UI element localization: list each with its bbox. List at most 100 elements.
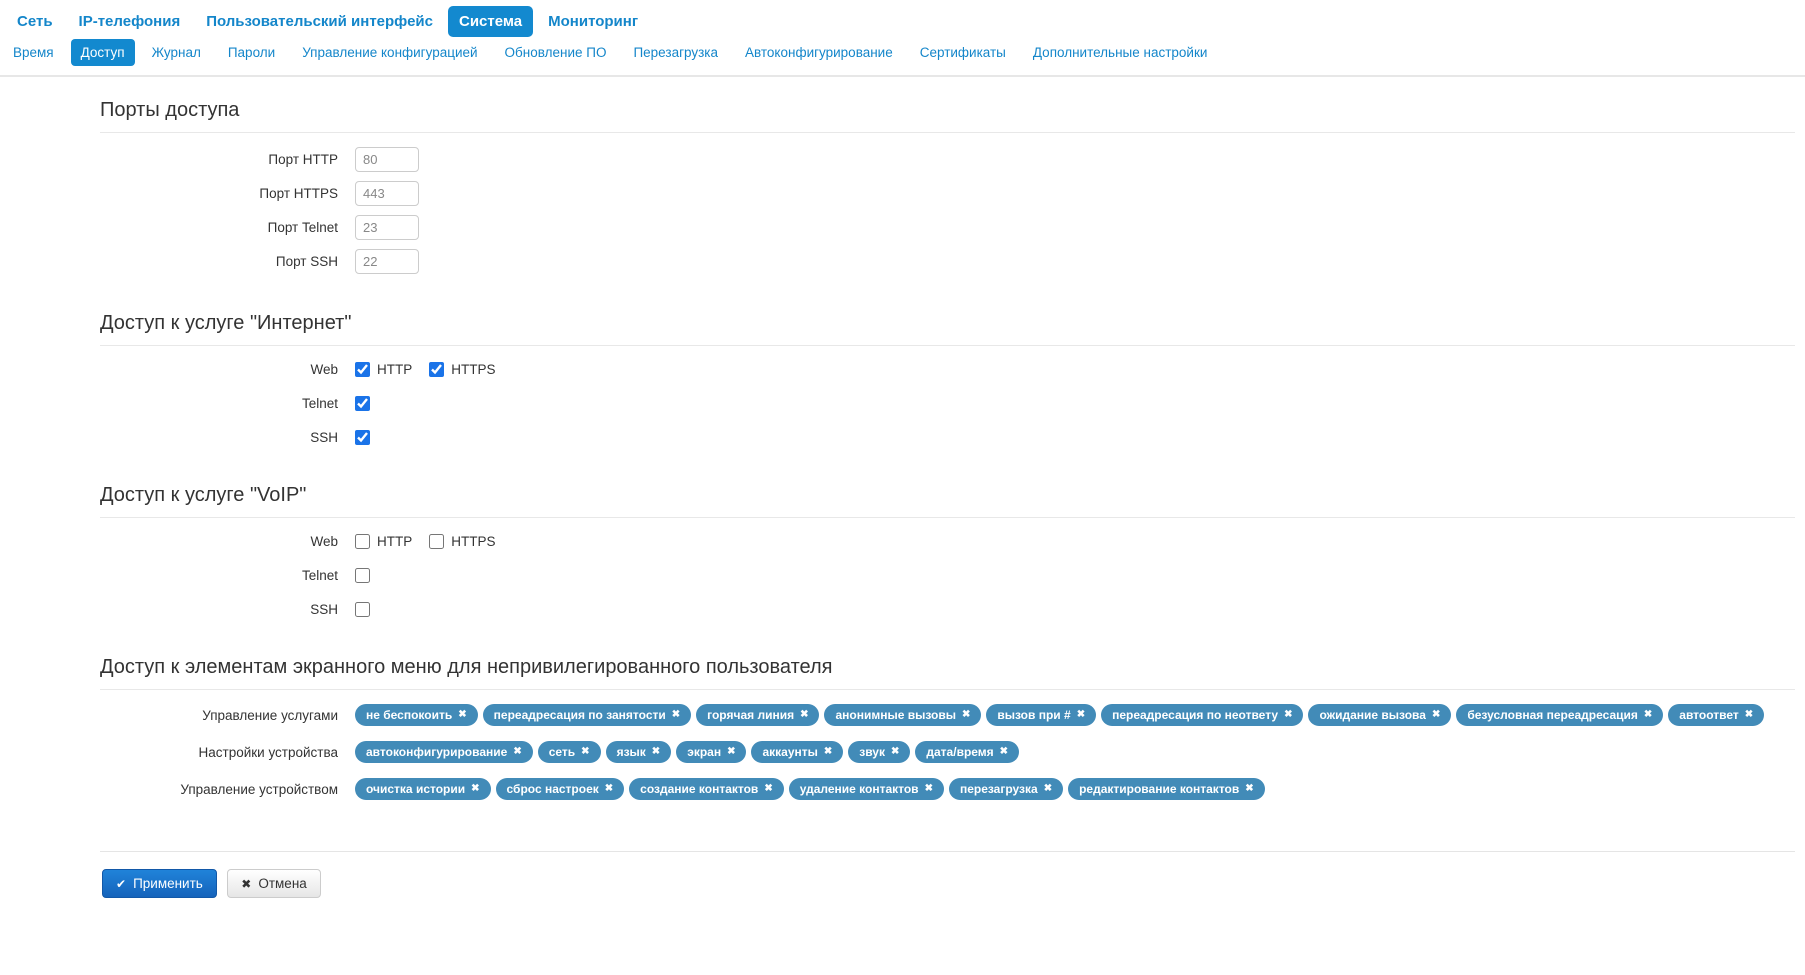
tag-label: не беспокоить: [366, 708, 453, 722]
tab-access[interactable]: Доступ: [70, 39, 135, 66]
field-label: Управление услугами: [202, 708, 338, 723]
tag-chip-экран[interactable]: экран ✖: [676, 741, 747, 763]
tag-chip-безусловная-переадресация[interactable]: безусловная переадресация ✖: [1456, 704, 1664, 726]
tag-remove-icon[interactable]: ✖: [800, 709, 809, 720]
voip-telnet-checkbox[interactable]: [355, 567, 370, 583]
tag-chip-редактирование-контактов[interactable]: редактирование контактов ✖: [1068, 778, 1265, 800]
tab-journal[interactable]: Журнал: [151, 45, 201, 60]
tag-remove-icon[interactable]: ✖: [924, 783, 933, 794]
tag-chip-автоконфигурирование[interactable]: автоконфигурирование ✖: [355, 741, 533, 763]
voip-web-https-checkbox[interactable]: [429, 533, 445, 549]
system-subnav: Время Доступ Журнал Пароли Управление конфиг…: [0, 38, 1805, 77]
tag-remove-icon[interactable]: ✖: [1431, 709, 1441, 720]
section-title-menu-access: Доступ к элементам экранного меню для не…: [100, 656, 1795, 690]
field-label: Порт Telnet: [267, 220, 338, 235]
check-item: [355, 395, 370, 411]
tag-label: перезагрузка: [959, 782, 1038, 796]
tag-remove-icon[interactable]: ✖: [727, 746, 736, 757]
tab-config-management[interactable]: Управление конфигурацией: [302, 45, 478, 60]
internet-web-http-checkbox[interactable]: [355, 361, 370, 377]
tag-remove-icon[interactable]: ✖: [962, 709, 971, 720]
tag-remove-icon[interactable]: ✖: [1284, 709, 1293, 720]
field-label: Web: [310, 533, 338, 549]
tag-remove-icon[interactable]: ✖: [1043, 783, 1053, 794]
tag-label: дата/время: [926, 745, 994, 759]
tag-remove-icon[interactable]: ✖: [764, 783, 773, 794]
port-https-input[interactable]: [355, 181, 419, 206]
voip-web-http-checkbox[interactable]: [355, 533, 370, 549]
check-item: [355, 567, 370, 583]
form-actions: ✔ Применить ✖ Отмена: [100, 851, 1795, 918]
field-label: SSH: [310, 601, 338, 617]
tag-chip-звук[interactable]: звук ✖: [848, 741, 911, 763]
tab-passwords[interactable]: Пароли: [227, 45, 276, 60]
tag-remove-icon[interactable]: ✖: [651, 746, 661, 757]
tag-chip-переадресация-по-неответу[interactable]: переадресация по неответу ✖: [1101, 704, 1304, 726]
apply-button[interactable]: ✔ Применить: [102, 869, 217, 898]
tab-time[interactable]: Время: [13, 45, 54, 60]
tag-remove-icon[interactable]: ✖: [458, 709, 467, 720]
voip-ssh-checkbox[interactable]: [355, 601, 370, 617]
tag-remove-icon[interactable]: ✖: [513, 746, 522, 757]
tag-remove-icon[interactable]: ✖: [1076, 709, 1086, 720]
tag-chip-сеть[interactable]: сеть ✖: [537, 741, 601, 763]
tag-remove-icon[interactable]: ✖: [581, 746, 590, 757]
tab-autoprovisioning[interactable]: Автоконфигурирование: [745, 45, 893, 60]
tag-remove-icon[interactable]: ✖: [891, 746, 900, 757]
tag-label: автоконфигурирование: [366, 745, 508, 759]
tag-chip-ожидание-вызова[interactable]: ожидание вызова ✖: [1308, 704, 1452, 726]
tag-list: не беспокоить ✖ переадресация по занятости…: [355, 704, 1769, 731]
port-ssh-input[interactable]: [355, 249, 419, 274]
tag-remove-icon[interactable]: ✖: [999, 746, 1009, 757]
tab-system[interactable]: Система: [448, 6, 534, 37]
tab-network[interactable]: Сеть: [17, 13, 53, 30]
tag-remove-icon[interactable]: ✖: [1744, 709, 1754, 720]
internet-ssh-checkbox[interactable]: [355, 429, 370, 445]
tag-label: переадресация по занятости: [493, 708, 666, 722]
tag-chip-язык[interactable]: язык ✖: [605, 741, 672, 763]
tag-remove-icon[interactable]: ✖: [1245, 783, 1254, 794]
field-label: Настройки устройства: [198, 745, 339, 760]
tag-chip-вызов-при-#[interactable]: вызов при # ✖: [986, 704, 1097, 726]
section-access-ports: Порты доступа Порт HTTP Порт HTTPS Порт Te…: [100, 99, 1795, 274]
tag-chip-анонимные-вызовы[interactable]: анонимные вызовы ✖: [824, 704, 982, 726]
tag-chip-удаление-контактов[interactable]: удаление контактов ✖: [788, 778, 944, 800]
tab-certificates[interactable]: Сертификаты: [919, 45, 1006, 60]
port-telnet-input[interactable]: [355, 215, 419, 240]
tab-user-interface[interactable]: Пользовательский интерфейс: [206, 13, 433, 30]
tag-chip-автоответ[interactable]: автоответ ✖: [1668, 704, 1765, 726]
tag-label: аккаунты: [762, 745, 818, 759]
internet-telnet-checkbox[interactable]: [355, 395, 370, 411]
tag-remove-icon[interactable]: ✖: [671, 709, 681, 720]
tag-chip-очистка-истории[interactable]: очистка истории ✖: [355, 778, 491, 800]
checkbox-label: HTTP: [377, 533, 413, 549]
tab-reboot[interactable]: Перезагрузка: [633, 45, 719, 60]
tag-label: создание контактов: [640, 782, 759, 796]
tab-ip-telephony[interactable]: IP-телефония: [78, 13, 181, 30]
main-nav: Сеть IP-телефония Пользовательский интерфе…: [0, 0, 1805, 38]
tag-remove-icon[interactable]: ✖: [1643, 709, 1653, 720]
check-row: Web HTTP HTTPS: [100, 360, 1795, 378]
tab-additional-settings[interactable]: Дополнительные настройки: [1032, 45, 1208, 60]
tag-label: анонимные вызовы: [835, 708, 956, 722]
tag-label: редактирование контактов: [1079, 782, 1240, 796]
tag-chip-не-беспокоить[interactable]: не беспокоить ✖: [355, 704, 478, 726]
cancel-button[interactable]: ✖ Отмена: [227, 869, 321, 898]
tab-monitoring[interactable]: Мониторинг: [548, 13, 639, 30]
tag-chip-создание-контактов[interactable]: создание контактов ✖: [629, 778, 784, 800]
tag-chip-перезагрузка[interactable]: перезагрузка ✖: [948, 778, 1064, 800]
tag-remove-icon[interactable]: ✖: [604, 783, 614, 794]
tab-firmware-update[interactable]: Обновление ПО: [504, 45, 607, 60]
tag-chip-дата-время[interactable]: дата/время ✖: [915, 741, 1020, 763]
tag-chip-горячая-линия[interactable]: горячая линия ✖: [696, 704, 820, 726]
tag-remove-icon[interactable]: ✖: [471, 783, 480, 794]
tag-chip-переадресация-по-занятости[interactable]: переадресация по занятости ✖: [482, 704, 692, 726]
tag-chip-сброс-настроек[interactable]: сброс настроек ✖: [495, 778, 625, 800]
port-http-input[interactable]: [355, 147, 419, 172]
tag-chip-аккаунты[interactable]: аккаунты ✖: [751, 741, 844, 763]
field-label: Порт HTTP: [268, 152, 338, 167]
tag-remove-icon[interactable]: ✖: [823, 746, 833, 757]
internet-web-https-checkbox[interactable]: [429, 361, 445, 377]
form-row: Порт HTTP: [100, 147, 1795, 172]
tag-label: язык: [616, 745, 646, 759]
